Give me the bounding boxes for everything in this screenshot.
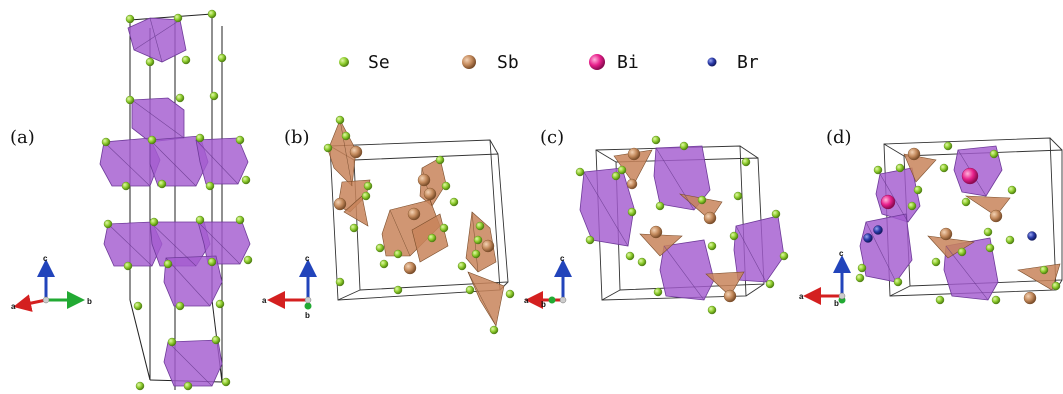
panel-label-b: (b) (284, 127, 310, 148)
legend-sb-label: Sb (497, 52, 519, 73)
panel-b-structure (323, 115, 515, 335)
legend-bi-marker (589, 54, 605, 70)
legend-br-label: Br (737, 52, 759, 73)
legend-br-marker (707, 57, 717, 67)
axis-label-c-c: c (560, 254, 565, 263)
legend-bi-label: Bi (617, 52, 639, 73)
legend-se-label: Se (368, 52, 390, 73)
legend-sb-marker (462, 55, 476, 69)
panel-a-structure (99, 9, 253, 391)
legend: Se Sb Bi Br (339, 52, 759, 73)
axis-label-a-a: a (11, 302, 16, 311)
axis-label-a-b: a (262, 296, 267, 305)
panel-label-c: (c) (540, 127, 564, 148)
axis-label-b-b: b (305, 311, 310, 320)
axis-label-c-b: c (305, 254, 310, 263)
axis-label-b-c: b (541, 300, 546, 309)
axis-triad-d: c a b (799, 249, 851, 308)
panel-c-structure (575, 135, 789, 315)
axis-label-c-a: c (43, 254, 48, 263)
axis-label-a-c: a (524, 296, 529, 305)
axis-label-b-d: b (834, 299, 839, 308)
axis-triad-c: c a b (524, 254, 572, 309)
axis-label-b-a: b (87, 297, 92, 306)
axis-triad-a: c a b (11, 254, 92, 312)
panel-d-structure (855, 137, 1063, 305)
panel-label-a: (a) (10, 127, 35, 148)
axis-label-c-d: c (839, 249, 844, 258)
panel-label-d: (d) (826, 127, 852, 148)
axis-label-a-d: a (799, 292, 804, 301)
legend-se-marker (339, 57, 349, 67)
axis-triad-b: c a b (262, 254, 317, 320)
